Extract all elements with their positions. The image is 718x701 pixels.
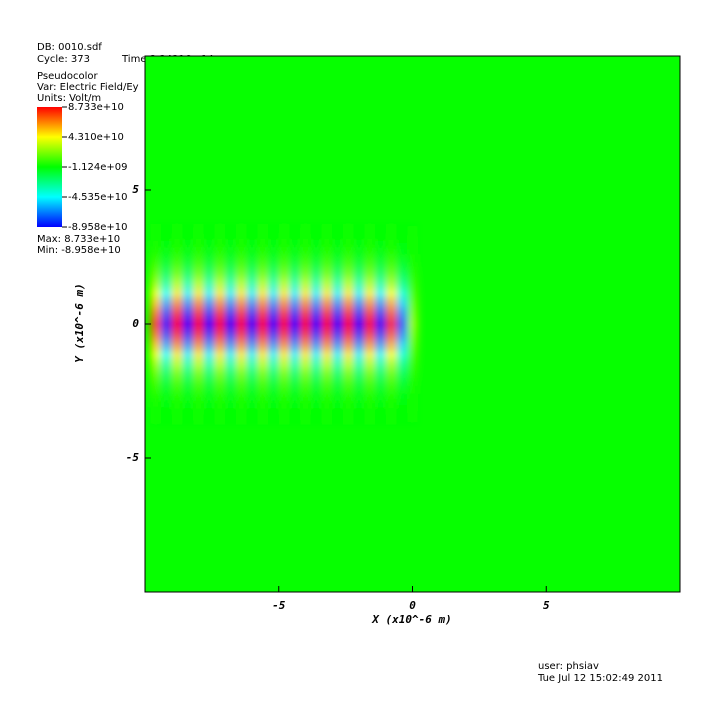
field-stripe	[235, 222, 247, 426]
field-stripe	[407, 222, 418, 426]
field-stripe	[375, 222, 386, 426]
x-tick-label: -5	[272, 599, 286, 612]
cycle-label: Cycle: 373	[37, 54, 90, 65]
field-stripe	[246, 222, 258, 426]
field-stripe	[332, 222, 343, 426]
date-label: Tue Jul 12 15:02:49 2011	[537, 673, 663, 684]
colorbar-tick-label: -8.958e+10	[68, 222, 128, 233]
colorbar-tick-label: -4.535e+10	[68, 192, 128, 203]
colorbar-tick-label: 8.733e+10	[68, 102, 124, 113]
field-stripe	[396, 222, 408, 426]
field-stripe	[161, 222, 172, 426]
field-stripe	[300, 222, 311, 426]
field-stripes	[150, 222, 418, 426]
y-tick-label: 0	[132, 317, 139, 330]
colorbar-tick-label: -1.124e+09	[68, 162, 128, 173]
field-stripe	[289, 222, 301, 426]
plot-type: Pseudocolor	[37, 71, 99, 82]
min-label: Min: -8.958e+10	[37, 245, 121, 256]
field-stripe	[268, 222, 279, 426]
field-stripe	[385, 222, 397, 426]
field-stripe	[193, 222, 204, 426]
field-stripe	[182, 222, 194, 426]
var-label: Var: Electric Field/Ey	[37, 82, 139, 93]
user-label: user: phsiav	[538, 661, 599, 672]
field-stripe	[278, 222, 290, 426]
x-tick-label: 5	[543, 599, 550, 612]
field-stripe	[321, 222, 333, 426]
field-stripe	[203, 222, 215, 426]
x-axis-title: X (x10^-6 m)	[371, 613, 451, 626]
field-stripe	[353, 222, 365, 426]
plot-area	[145, 56, 680, 592]
y-tick-label: 5	[132, 183, 139, 196]
field-stripe	[257, 222, 269, 426]
units-label: Units: Volt/m	[37, 93, 101, 104]
field-stripe	[310, 222, 322, 426]
field-stripe	[225, 222, 236, 426]
x-tick-label: 0	[409, 599, 416, 612]
field-stripe	[342, 222, 354, 426]
y-axis-title: Y (x10^-6 m)	[73, 283, 86, 362]
field-stripe	[364, 222, 376, 426]
y-tick-label: -5	[126, 451, 140, 464]
colorbar-tick-label: 4.310e+10	[68, 132, 124, 143]
max-label: Max: 8.733e+10	[37, 234, 120, 245]
db-label: DB: 0010.sdf	[37, 42, 102, 53]
field-stripe	[150, 222, 162, 426]
field-stripe	[214, 222, 226, 426]
colorbar	[37, 107, 62, 227]
field-stripe	[171, 222, 183, 426]
